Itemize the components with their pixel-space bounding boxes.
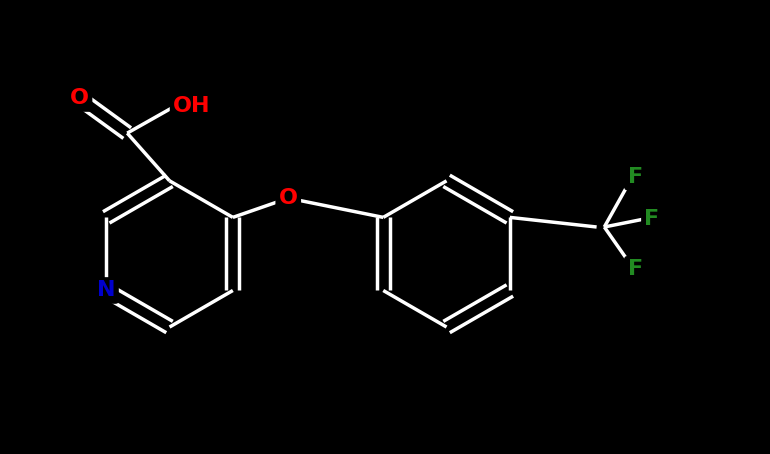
Text: F: F [628, 259, 643, 279]
Text: O: O [279, 188, 298, 208]
Text: OH: OH [173, 96, 211, 116]
Text: F: F [644, 209, 660, 229]
Text: N: N [97, 281, 115, 301]
Text: O: O [70, 89, 89, 109]
Text: F: F [628, 167, 643, 187]
